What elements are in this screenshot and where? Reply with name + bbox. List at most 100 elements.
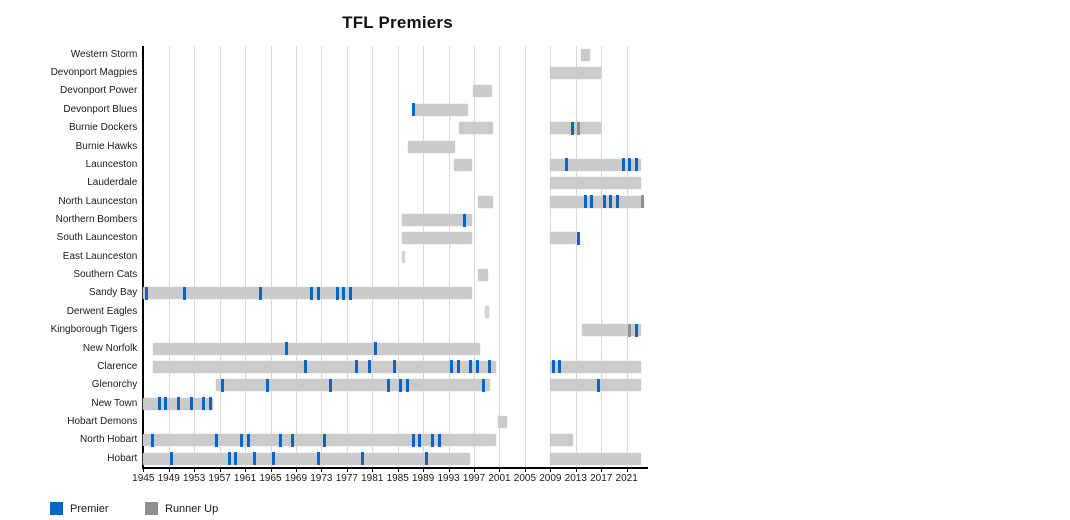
premier-mark [405, 378, 409, 392]
participation-span [152, 342, 480, 355]
x-axis-label: 2021 [615, 473, 638, 484]
x-tick-1977 [346, 468, 348, 472]
premier-mark [456, 360, 460, 374]
premier-mark [151, 433, 155, 447]
premier-mark [189, 397, 193, 411]
team-label-new-town: New Town [91, 397, 138, 409]
x-axis-label: 1993 [437, 473, 460, 484]
gridline-2009 [550, 45, 552, 468]
gridline-2005 [524, 45, 526, 468]
premier-mark [482, 378, 486, 392]
premier-mark [462, 213, 466, 227]
x-tick-1969 [295, 468, 297, 472]
gridline-2017 [601, 45, 603, 468]
premier-mark [291, 433, 295, 447]
participation-span [458, 122, 494, 135]
premier-mark [418, 433, 422, 447]
premier-mark [628, 158, 632, 172]
premier-mark [157, 397, 161, 411]
participation-span [581, 324, 641, 337]
runner-up-swatch [145, 502, 158, 515]
premier-mark [208, 397, 212, 411]
x-tick-1945 [143, 468, 145, 472]
team-label-clarence: Clarence [97, 360, 138, 372]
premier-mark [475, 360, 479, 374]
premier-mark [265, 378, 269, 392]
premier-mark [393, 360, 397, 374]
legend-item-runner-up: Runner Up [145, 501, 255, 517]
participation-span [454, 158, 473, 171]
premier-mark [164, 397, 168, 411]
premier-mark [342, 286, 346, 300]
premier-mark [386, 378, 390, 392]
gridline-1997 [474, 45, 476, 468]
premier-mark [602, 195, 606, 209]
x-axis-label: 1969 [284, 473, 308, 484]
premier-mark [469, 360, 473, 374]
participation-span [550, 360, 642, 373]
team-label-north-hobart: North Hobart [80, 434, 138, 446]
x-axis-label: 1981 [361, 473, 384, 484]
x-axis-label: 1953 [183, 473, 206, 484]
team-label-glenorchy: Glenorchy [91, 379, 138, 391]
team-label-launceston: Launceston [85, 158, 138, 170]
x-tick-1965 [270, 468, 272, 472]
participation-span [580, 48, 590, 61]
team-label-east-launceston: East Launceston [62, 250, 138, 262]
x-axis-label: 2017 [590, 473, 613, 484]
premier-mark [234, 452, 238, 466]
participation-span [550, 67, 602, 80]
team-label-burnie-hawks: Burnie Hawks [75, 140, 138, 152]
premier-mark [310, 286, 314, 300]
team-label-sandy-bay: Sandy Bay [88, 287, 138, 299]
premier-mark [590, 195, 594, 209]
team-label-devonport-magpies: Devonport Magpies [50, 67, 138, 79]
premier-mark [323, 433, 327, 447]
team-label-kingborough-tigers: Kingborough Tigers [50, 324, 138, 336]
premier-mark [373, 342, 377, 356]
y-axis-line [142, 45, 145, 468]
participation-span [550, 177, 642, 190]
x-tick-1949 [168, 468, 170, 472]
gridline-1969 [295, 45, 297, 468]
premier-mark [221, 378, 225, 392]
participation-span [550, 158, 642, 171]
legend-item-premier: Premier [50, 501, 140, 517]
x-axis-label: 1965 [259, 473, 282, 484]
gridline-1981 [372, 45, 374, 468]
premier-mark [583, 195, 587, 209]
premier-mark [571, 121, 575, 135]
x-axis-line [142, 467, 648, 469]
participation-span [550, 434, 574, 447]
x-tick-1985 [397, 468, 399, 472]
participation-span [477, 195, 494, 208]
team-label-hobart: Hobart [107, 452, 138, 464]
premier-mark [577, 231, 581, 245]
participation-span [152, 360, 497, 373]
premier-mark [170, 452, 174, 466]
premier-mark [202, 397, 206, 411]
participation-span [550, 195, 642, 208]
gridline-1965 [270, 45, 272, 468]
premier-mark [246, 433, 250, 447]
x-axis-label: 1989 [412, 473, 435, 484]
premier-mark [431, 433, 435, 447]
premier-swatch [50, 502, 63, 515]
participation-span [142, 434, 496, 447]
premier-mark [183, 286, 187, 300]
x-tick-2001 [499, 468, 501, 472]
x-axis-label: 1949 [157, 473, 180, 484]
gridline-1985 [397, 45, 399, 468]
x-tick-2021 [626, 468, 628, 472]
premier-mark [552, 360, 556, 374]
premier-mark [329, 378, 333, 392]
premier-mark [564, 158, 568, 172]
participation-span [413, 103, 468, 116]
participation-span [550, 379, 642, 392]
x-axis-label: 1985 [386, 473, 409, 484]
team-label-north-launceston: North Launceston [58, 195, 138, 207]
premier-mark [450, 360, 454, 374]
x-axis-label: 2005 [513, 473, 537, 484]
premier-mark [488, 360, 492, 374]
